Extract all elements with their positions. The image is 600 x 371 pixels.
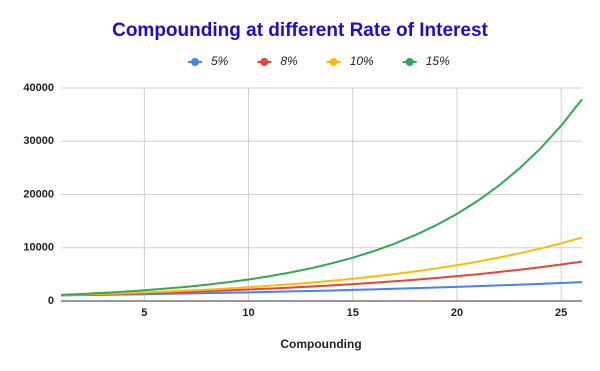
x-tick-label: 25 [555,307,567,319]
x-tick-label: 15 [347,307,359,319]
x-tick-label: 20 [451,307,463,319]
series-line [60,281,583,297]
legend-label: 15% [426,54,450,68]
legend-label: 5% [211,54,229,68]
y-tick-label: 10000 [23,242,54,254]
x-tick-label: 5 [141,307,147,319]
series-line [60,98,583,296]
legend-label: 8% [280,54,298,68]
y-tick-label: 0 [48,295,54,307]
chart-title: Compounding at different Rate of Interes… [112,20,488,41]
x-axis-title: Compounding [280,337,361,351]
legend-label: 10% [350,54,374,68]
y-tick-label: 20000 [23,188,54,200]
series-line [60,236,583,297]
x-tick-label: 10 [242,307,254,319]
y-tick-label: 30000 [23,135,54,147]
y-tick-label: 40000 [23,82,54,94]
